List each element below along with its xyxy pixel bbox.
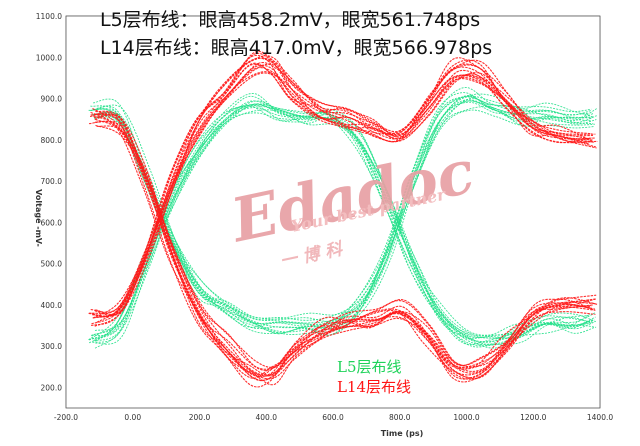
eye-trace — [91, 57, 593, 325]
eye-trace — [90, 113, 592, 380]
y-tick-label: 200.0 — [41, 383, 63, 392]
eye-trace — [95, 110, 597, 382]
x-tick-label: 800.0 — [389, 413, 411, 422]
x-tick-label: 0.00 — [124, 413, 141, 422]
eye-trace — [92, 95, 594, 329]
legend-red-label: L14层布线 — [337, 378, 411, 396]
series-4 — [88, 50, 598, 327]
series-layer — [88, 50, 598, 388]
headline-l5: L5层布线：眼高458.2mV，眼宽561.748ps — [100, 9, 480, 31]
eye-trace — [94, 120, 596, 377]
y-tick-label: 600.0 — [41, 218, 63, 227]
series-3 — [88, 107, 598, 388]
x-axis-title: Time (ps) — [381, 429, 424, 438]
x-axis-ticks: -200.0 0.00 200.0 400.0 600.0 800.0 1000.0 1200… — [54, 413, 613, 422]
eye-trace — [88, 105, 590, 341]
eye-trace — [95, 109, 597, 321]
eye-trace — [92, 67, 594, 319]
y-axis-ticks: 200.0 300.0 400.0 500.0 600.0 700.0 800.0 900.0… — [36, 12, 62, 392]
eye-trace — [93, 93, 595, 349]
eye-trace — [90, 57, 592, 327]
x-tick-label: 1000.0 — [453, 413, 479, 422]
eye-trace — [95, 72, 597, 319]
x-tick-label: 200.0 — [189, 413, 211, 422]
eye-trace — [91, 64, 593, 315]
eye-trace — [95, 103, 597, 348]
y-tick-label: 300.0 — [41, 342, 63, 351]
y-tick-label: 500.0 — [41, 260, 63, 269]
x-tick-label: 1200.0 — [520, 413, 546, 422]
y-tick-label: 900.0 — [41, 95, 63, 104]
eye-trace — [92, 100, 594, 325]
y-axis-title: Voltage -mV- — [34, 189, 43, 247]
x-tick-label: 600.0 — [322, 413, 344, 422]
eye-trace — [93, 106, 595, 321]
eye-trace — [94, 100, 596, 349]
eye-trace — [90, 99, 592, 327]
eye-trace — [93, 50, 595, 319]
eye-trace — [94, 113, 595, 380]
eye-trace — [88, 120, 590, 376]
eye-trace — [95, 118, 596, 376]
eye-trace — [90, 104, 592, 340]
y-tick-label: 1000.0 — [36, 53, 62, 62]
x-tick-label: 400.0 — [256, 413, 278, 422]
eye-trace — [89, 111, 591, 388]
y-tick-label: 1100.0 — [36, 12, 62, 21]
eye-trace — [95, 124, 597, 371]
x-tick-label: -200.0 — [54, 413, 78, 422]
headline-l14: L14层布线：眼高417.0mV，眼宽566.978ps — [100, 37, 492, 59]
eye-trace — [88, 54, 590, 318]
eye-trace — [94, 114, 596, 386]
eye-trace — [94, 71, 596, 317]
y-tick-label: 400.0 — [41, 301, 63, 310]
x-tick-label: 1400.0 — [587, 413, 613, 422]
legend-green-label: L5层布线 — [337, 358, 402, 376]
y-tick-label: 700.0 — [41, 177, 63, 186]
y-tick-label: 800.0 — [41, 136, 63, 145]
eye-trace — [94, 103, 596, 336]
eye-trace — [90, 111, 592, 379]
